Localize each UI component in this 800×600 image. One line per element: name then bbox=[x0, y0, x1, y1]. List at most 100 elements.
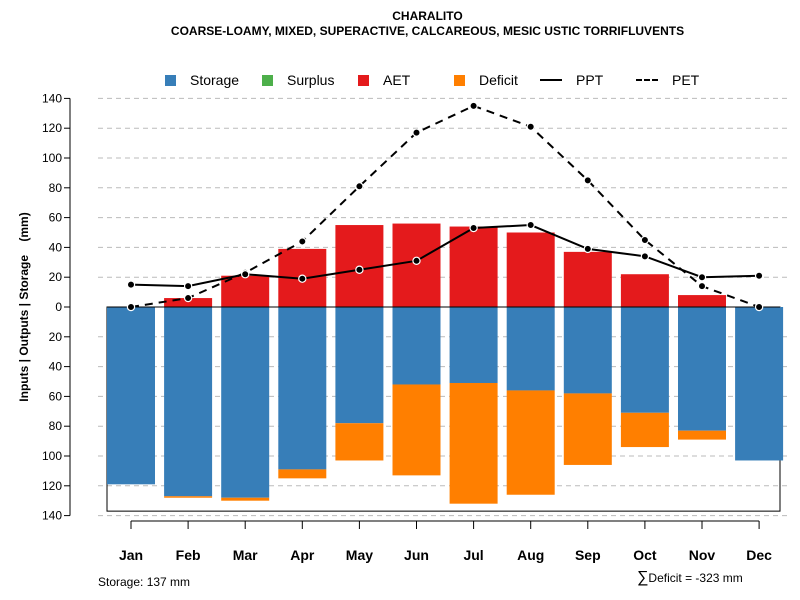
deficit-bar bbox=[506, 390, 555, 495]
deficit-bar bbox=[449, 382, 498, 504]
deficit-note: Deficit = -323 mm bbox=[648, 571, 743, 585]
legend-storage-label: Storage bbox=[190, 72, 240, 88]
ppt-point bbox=[126, 280, 136, 289]
pet-point bbox=[183, 293, 193, 303]
storage-bar bbox=[221, 307, 270, 498]
ppt-point bbox=[469, 223, 478, 233]
legend-deficit-swatch bbox=[454, 74, 465, 86]
legend-ppt: PPT bbox=[540, 70, 603, 90]
x-tick-label: Feb bbox=[176, 547, 201, 563]
pet-point bbox=[754, 302, 764, 312]
legend-aet-label: AET bbox=[383, 72, 411, 88]
storage-bar bbox=[678, 307, 726, 431]
y-tick-label: 100 bbox=[42, 449, 62, 463]
storage-bar bbox=[335, 307, 384, 424]
pet-point bbox=[412, 128, 421, 137]
aet-bar bbox=[221, 275, 270, 307]
pet-point bbox=[526, 122, 535, 131]
y-tick-label: 60 bbox=[49, 389, 63, 403]
pet-point bbox=[640, 235, 650, 245]
y-tick-label: 100 bbox=[42, 151, 62, 165]
pet-point bbox=[298, 237, 307, 246]
storage-bar bbox=[392, 307, 441, 385]
chart-subtitle: COARSE-LOAMY, MIXED, SUPERACTIVE, CALCAR… bbox=[170, 24, 685, 38]
storage-bar bbox=[107, 307, 155, 485]
storage-bar bbox=[563, 307, 612, 394]
x-tick-label: Jun bbox=[404, 547, 429, 563]
deficit-bar bbox=[620, 412, 669, 448]
pet-point bbox=[355, 182, 364, 191]
legend-pet-line bbox=[636, 79, 658, 81]
chart-title: CHARALITO bbox=[392, 9, 463, 23]
pet-point bbox=[469, 101, 478, 111]
aet-bar bbox=[164, 298, 213, 307]
y-tick-label: 20 bbox=[49, 330, 63, 344]
ppt-point bbox=[526, 220, 535, 230]
legend-aet: AET bbox=[358, 70, 410, 90]
sum-symbol: ∑ bbox=[637, 569, 649, 586]
y-axis-label: Inputs | Outputs | Storage (mm) bbox=[17, 212, 31, 401]
y-tick-label: 40 bbox=[49, 360, 63, 374]
legend-deficit: Deficit bbox=[454, 70, 518, 90]
aet-bar bbox=[506, 232, 555, 307]
deficit-bar bbox=[164, 496, 213, 498]
deficit-bar bbox=[563, 393, 612, 465]
ppt-point bbox=[754, 271, 764, 280]
legend-deficit-label: Deficit bbox=[479, 72, 518, 88]
deficit-bar bbox=[278, 469, 327, 479]
aet-bar bbox=[620, 274, 669, 307]
ppt-point bbox=[183, 281, 193, 291]
aet-bar bbox=[678, 295, 726, 307]
legend-aet-swatch bbox=[358, 74, 369, 86]
x-tick-label: Aug bbox=[517, 547, 544, 563]
legend-pet: PET bbox=[636, 70, 699, 90]
y-tick-label: 0 bbox=[55, 300, 62, 314]
legend-ppt-label: PPT bbox=[576, 72, 604, 88]
y-tick-label: 60 bbox=[49, 211, 63, 225]
ppt-point bbox=[298, 274, 307, 283]
pet-point bbox=[126, 302, 136, 312]
pet-point bbox=[583, 176, 593, 185]
deficit-bar bbox=[392, 384, 441, 476]
storage-bar bbox=[620, 307, 669, 413]
y-tick-label: 80 bbox=[49, 419, 63, 433]
ppt-line bbox=[130, 224, 760, 288]
ppt-point bbox=[355, 265, 364, 274]
y-tick-label: 80 bbox=[49, 181, 63, 195]
storage-note: Storage: 137 mm bbox=[98, 575, 191, 589]
y-tick-label: 140 bbox=[42, 91, 62, 105]
y-tick-label: 20 bbox=[49, 270, 63, 284]
legend-storage: Storage bbox=[165, 70, 239, 90]
storage-bar bbox=[735, 307, 784, 461]
deficit-bar bbox=[335, 423, 384, 461]
aet-bar bbox=[449, 226, 498, 307]
storage-bar bbox=[449, 307, 498, 383]
deficit-bar bbox=[221, 497, 270, 501]
legend-surplus-label: Surplus bbox=[287, 72, 335, 88]
y-tick-label: 120 bbox=[42, 479, 62, 493]
x-tick-label: May bbox=[346, 547, 373, 563]
y-tick-label: 40 bbox=[49, 240, 63, 254]
aet-bar bbox=[563, 251, 612, 307]
storage-bar bbox=[164, 307, 213, 497]
x-tick-label: Jul bbox=[463, 547, 483, 563]
x-tick-label: Apr bbox=[290, 547, 315, 563]
legend-ppt-line bbox=[540, 79, 562, 81]
x-tick-label: Nov bbox=[689, 547, 716, 563]
x-tick-label: Dec bbox=[746, 547, 772, 563]
x-tick-label: Jan bbox=[119, 547, 143, 563]
ppt-point bbox=[412, 256, 421, 266]
ppt-point bbox=[697, 273, 707, 282]
x-tick-label: Mar bbox=[233, 547, 258, 563]
legend-surplus-swatch bbox=[262, 74, 273, 86]
storage-bar bbox=[506, 307, 555, 391]
y-tick-label: 140 bbox=[42, 509, 62, 523]
ppt-point bbox=[583, 244, 593, 254]
legend-surplus: Surplus bbox=[262, 70, 334, 90]
storage-bar bbox=[278, 307, 327, 470]
x-tick-label: Oct bbox=[633, 547, 657, 563]
deficit-bar bbox=[678, 430, 726, 440]
x-tick-label: Sep bbox=[575, 547, 601, 563]
ppt-point bbox=[240, 270, 250, 279]
